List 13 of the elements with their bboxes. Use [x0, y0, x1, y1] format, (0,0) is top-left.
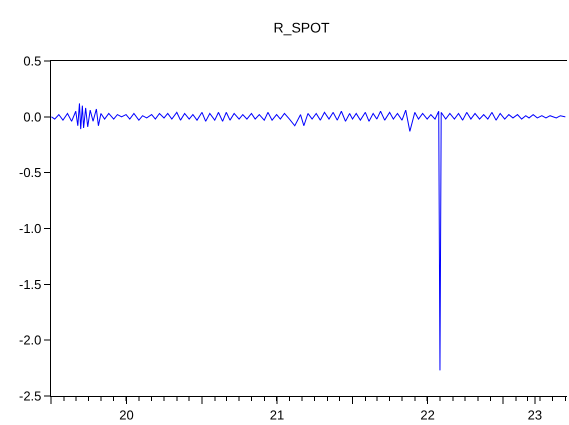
y-tick-label: -1.5	[18, 276, 42, 292]
x-tick-label: 22	[420, 408, 435, 423]
y-tick-label: -0.5	[18, 165, 42, 180]
y-tick-label: 0.0	[23, 109, 42, 124]
x-tick-label: 23	[528, 408, 542, 423]
x-tick-label: 20	[119, 408, 134, 423]
y-tick-label: 0.5	[23, 54, 42, 69]
line-series	[51, 102, 566, 371]
y-tick-label: -2.0	[18, 332, 42, 348]
x-tick-label: 21	[270, 408, 284, 423]
y-tick-label: -1.0	[18, 221, 42, 236]
chart-title: R_SPOT	[274, 20, 330, 36]
y-tick-label: -2.5	[18, 388, 42, 404]
